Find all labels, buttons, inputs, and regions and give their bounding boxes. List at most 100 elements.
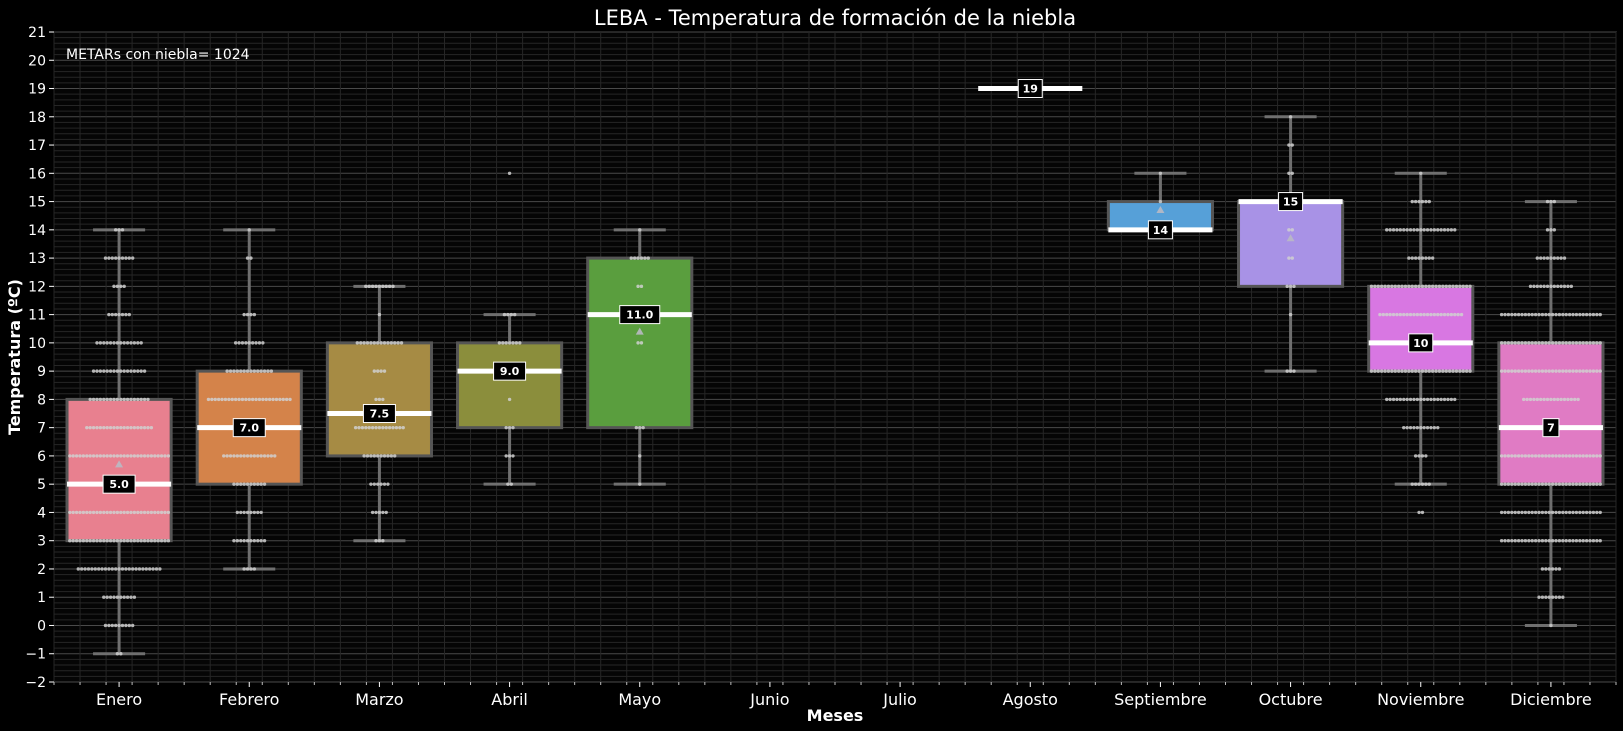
swarm-point [95,369,99,373]
swarm-point [1444,369,1448,373]
swarm-point [1549,256,1553,260]
box-enero [65,397,173,543]
swarm-point [110,312,114,317]
swarm-point [245,567,250,571]
swarm-point [369,454,373,458]
swarm-point [1417,284,1421,289]
swarm-point [511,454,515,458]
swarm-point [127,567,131,571]
swarm-point [1545,228,1550,232]
y-tick-label: 12 [28,279,46,295]
swarm-point [1562,284,1567,289]
swarm-point [115,425,120,430]
swarm-point [266,369,270,373]
swarm-point [1567,482,1572,486]
swarm-point [512,312,517,317]
swarm-point [1379,284,1384,289]
median-label: 11.0 [626,309,653,322]
swarm-point [1430,284,1435,289]
swarm-point [1532,284,1536,289]
swarm-point [365,454,370,458]
swarm-point [1591,369,1596,373]
swarm-point [507,171,512,176]
swarm-point [142,454,147,458]
swarm-point [166,454,171,458]
swarm-point [502,312,507,317]
swarm-point [119,284,123,289]
swarm-point [1513,538,1517,543]
swarm-point [102,595,106,599]
swarm-point [1454,369,1459,373]
swarm-point [88,425,92,430]
swarm-point [1459,312,1464,317]
swarm-point [1410,199,1414,204]
swarm-point [1591,312,1596,317]
swarm-point [641,425,645,430]
swarm-point [1422,312,1426,317]
swarm-point [377,284,382,289]
swarm-point [108,425,113,430]
swarm-point [365,341,370,345]
swarm-point [1550,510,1555,515]
swarm-point [112,397,116,402]
swarm-point [166,538,171,543]
swarm-point [163,454,167,458]
swarm-point [259,538,263,543]
swarm-point [1550,454,1555,458]
swarm-point [1584,312,1589,317]
swarm-point [1591,510,1596,515]
swarm-point [1542,256,1546,260]
swarm-point [1425,228,1430,232]
swarm-point [125,425,130,430]
swarm-point [233,397,238,402]
swarm-point [1376,369,1380,373]
swarm-point [102,369,106,373]
swarm-point [95,425,99,430]
swarm-point [1559,397,1563,402]
swarm-point [120,567,125,571]
swarm-point [1532,397,1536,402]
swarm-point [1447,369,1452,373]
swarm-point [163,538,167,543]
swarm-point [108,510,113,515]
swarm-point [1506,538,1511,543]
swarm-point [1420,199,1425,204]
swarm-point [1412,228,1416,232]
swarm-point [357,425,361,430]
swarm-point [1506,510,1511,515]
swarm-point [1419,171,1423,176]
swarm-point [136,538,140,543]
swarm-point [125,595,130,599]
swarm-point [1408,228,1413,232]
swarm-point [1499,454,1504,458]
swarm-point [281,397,285,402]
swarm-point [1449,228,1454,232]
swarm-point [136,454,140,458]
swarm-point [130,256,135,260]
swarm-point [1391,228,1396,232]
swarm-point [117,228,121,232]
swarm-point [119,510,123,515]
swarm-point [1537,341,1541,345]
swarm-point [1506,369,1511,373]
swarm-point [125,341,130,345]
swarm-point [1578,454,1582,458]
swarm-point [1554,567,1558,571]
swarm-point [377,397,382,402]
swarm-point [1510,482,1514,486]
swarm-point [1506,454,1511,458]
swarm-point [1559,256,1563,260]
swarm-point [71,538,75,543]
swarm-point [154,567,159,571]
swarm-point [1584,454,1589,458]
swarm-point [156,454,160,458]
median-label: 19 [1023,83,1038,96]
swarm-point [1158,171,1163,176]
swarm-point [120,256,125,260]
swarm-point [1513,482,1517,486]
swarm-point [369,482,373,486]
swarm-point [1569,284,1574,289]
swarm-point [1413,369,1418,373]
swarm-point [1419,228,1423,232]
swarm-point [252,538,257,543]
